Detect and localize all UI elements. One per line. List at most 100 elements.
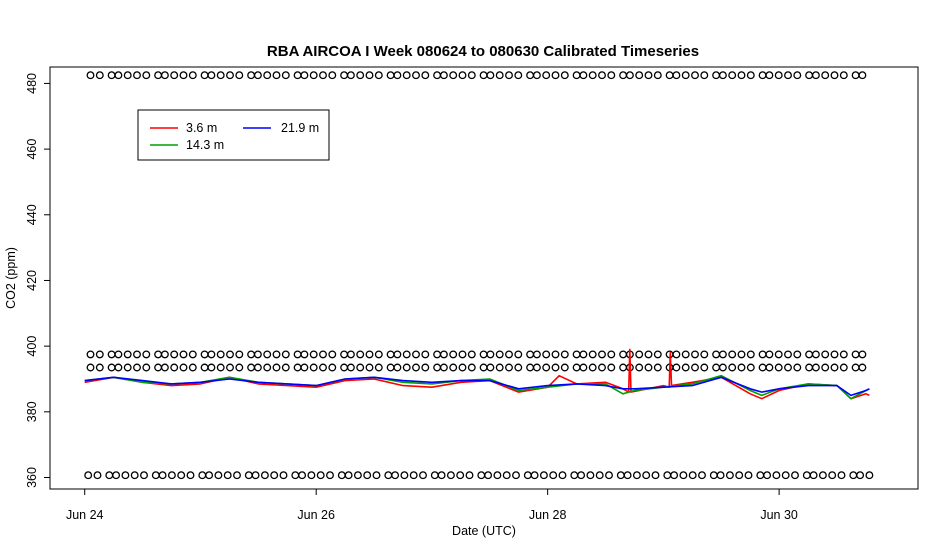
flag-marker xyxy=(477,471,486,480)
flag-marker xyxy=(728,71,737,80)
x-tick-label: Jun 24 xyxy=(66,508,104,522)
flag-marker xyxy=(735,471,744,480)
flag-marker xyxy=(663,471,672,480)
flag-marker xyxy=(851,350,860,359)
flag-marker xyxy=(572,350,581,359)
flag-marker xyxy=(698,471,706,480)
flag-marker xyxy=(458,350,467,359)
flag-marker xyxy=(758,350,767,359)
flag-marker xyxy=(293,350,302,359)
flag-marker xyxy=(402,71,411,80)
flag-marker xyxy=(319,350,327,359)
flag-marker xyxy=(374,71,383,80)
flag-marker xyxy=(154,363,163,372)
flag-marker xyxy=(572,363,581,372)
flag-marker xyxy=(642,471,651,480)
flag-marker xyxy=(505,71,513,80)
flag-marker xyxy=(712,350,721,359)
flag-marker xyxy=(577,471,586,480)
flag-marker xyxy=(691,71,699,80)
flag-marker xyxy=(781,471,790,480)
flag-marker xyxy=(672,350,681,359)
flag-marker xyxy=(793,363,802,372)
flag-marker xyxy=(495,350,504,359)
flag-marker xyxy=(279,471,288,480)
flag-marker xyxy=(186,471,195,480)
flag-marker xyxy=(493,471,502,480)
flag-marker xyxy=(216,363,225,372)
flag-marker xyxy=(598,71,606,80)
flag-marker xyxy=(607,363,616,372)
flag-marker xyxy=(709,471,718,480)
flag-marker xyxy=(316,471,325,480)
y-axis: 360 380 400 420 440 460 480 xyxy=(25,73,50,488)
flag-marker xyxy=(356,71,365,80)
flag-marker xyxy=(456,471,465,480)
flag-marker xyxy=(839,71,848,80)
flag-marker xyxy=(665,71,674,80)
flag-marker xyxy=(619,363,628,372)
flag-marker xyxy=(681,71,690,80)
flag-marker xyxy=(247,350,256,359)
flag-marker xyxy=(595,471,604,480)
flag-marker xyxy=(130,471,139,480)
flag-marker xyxy=(365,71,374,80)
flag-marker xyxy=(179,363,188,372)
flag-marker xyxy=(300,350,309,359)
flag-marker xyxy=(802,471,811,480)
flag-markers xyxy=(84,71,874,480)
flag-marker xyxy=(393,350,402,359)
flag-marker xyxy=(309,363,318,372)
flag-marker xyxy=(586,471,595,480)
flag-marker xyxy=(412,71,420,80)
flag-marker xyxy=(154,71,163,80)
flag-marker xyxy=(384,471,393,480)
flag-marker xyxy=(651,471,660,480)
flag-marker xyxy=(502,471,511,480)
flag-marker xyxy=(272,71,281,80)
flag-marker xyxy=(374,350,383,359)
flag-marker xyxy=(226,363,234,372)
flag-marker xyxy=(532,350,541,359)
flag-marker xyxy=(439,71,448,80)
flag-marker xyxy=(579,363,588,372)
flag-marker xyxy=(393,71,402,80)
flag-marker xyxy=(353,471,362,480)
flag-marker xyxy=(233,471,241,480)
flag-marker xyxy=(95,350,104,359)
flag-marker xyxy=(644,363,653,372)
flag-marker xyxy=(579,350,588,359)
flag-marker xyxy=(281,71,290,80)
flag-marker xyxy=(458,71,467,80)
flag-marker xyxy=(177,471,186,480)
flag-marker xyxy=(526,71,535,80)
y-axis-label: CO2 (ppm) xyxy=(4,247,18,309)
y-tick-label: 400 xyxy=(25,336,39,357)
flag-marker xyxy=(205,471,214,480)
flag-marker xyxy=(207,350,216,359)
flag-marker xyxy=(558,471,567,480)
flag-marker xyxy=(514,71,523,80)
flag-marker xyxy=(263,363,272,372)
flag-marker xyxy=(467,363,476,372)
flag-marker xyxy=(309,350,318,359)
flag-marker xyxy=(805,71,814,80)
flag-marker xyxy=(105,471,114,480)
flag-marker xyxy=(372,471,381,480)
flag-marker xyxy=(272,350,281,359)
flag-marker xyxy=(179,71,188,80)
flag-marker xyxy=(718,350,727,359)
legend-label-14-3m: 14.3 m xyxy=(186,138,224,152)
flag-marker xyxy=(226,350,234,359)
flag-marker xyxy=(214,471,223,480)
flag-marker xyxy=(549,471,558,480)
flag-marker xyxy=(167,471,176,480)
flag-marker xyxy=(160,350,169,359)
flag-marker xyxy=(281,350,290,359)
flag-marker xyxy=(858,350,867,359)
flag-marker xyxy=(430,471,439,480)
flag-marker xyxy=(772,471,781,480)
flag-marker xyxy=(188,71,197,80)
flag-marker xyxy=(479,71,488,80)
flag-marker xyxy=(530,471,539,480)
